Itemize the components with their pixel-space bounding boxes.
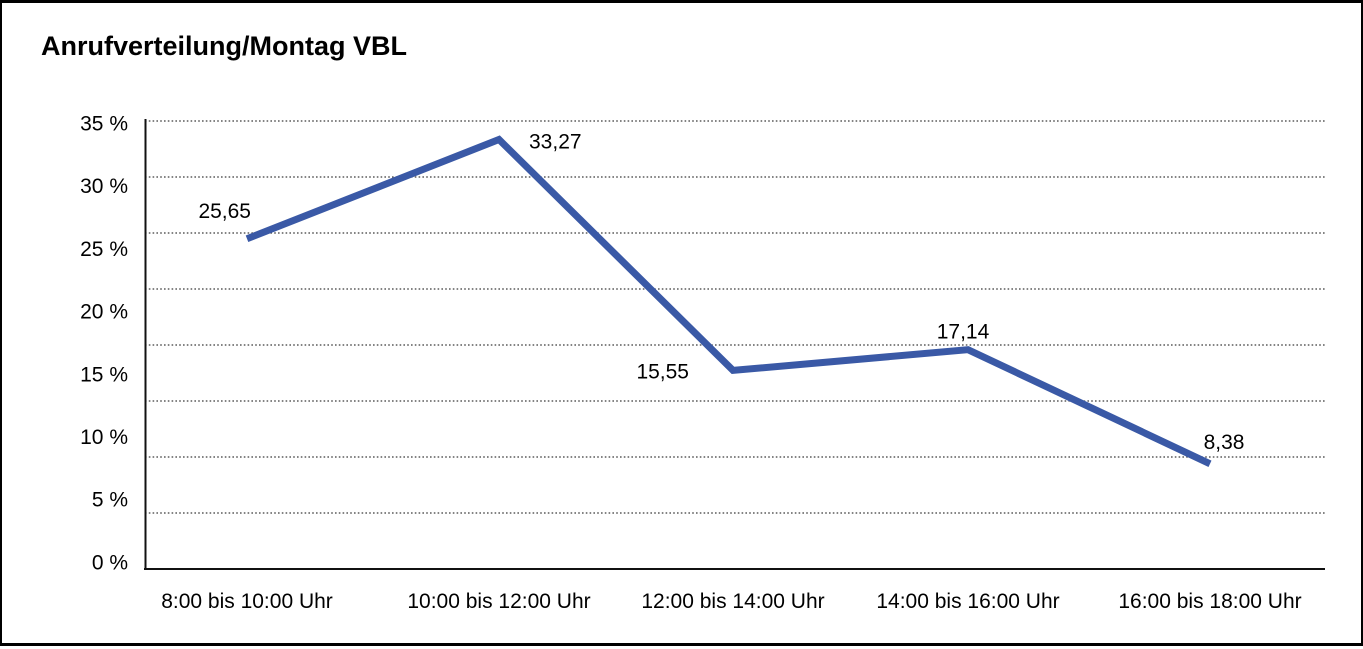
data-label: 25,65 <box>198 200 251 223</box>
series-line <box>245 135 1212 467</box>
data-label: 33,27 <box>529 130 582 153</box>
data-label: 15,55 <box>636 360 689 383</box>
x-axis-tick-label: 12:00 bis 14:00 Uhr <box>641 590 824 613</box>
data-label: 17,14 <box>937 321 990 344</box>
y-axis-tick-label: 25 % <box>80 238 128 261</box>
y-axis-tick-label: 35 % <box>80 112 128 135</box>
y-axis-tick-label: 0 % <box>92 551 128 574</box>
y-axis-tick-label: 15 % <box>80 363 128 386</box>
chart-svg: 25,65 33,27 15,55 17,14 8,38 35 % 30 % 25 % 20 %… <box>80 112 1325 613</box>
data-label: 8,38 <box>1204 431 1245 454</box>
x-axis-tick-label: 16:00 bis 18:00 Uhr <box>1118 590 1301 613</box>
y-axis-tick-label: 5 % <box>92 489 128 512</box>
y-axis-tick-label: 20 % <box>80 301 128 324</box>
x-axis-tick-label: 8:00 bis 10:00 Uhr <box>161 590 333 613</box>
x-axis-tick-label: 10:00 bis 12:00 Uhr <box>407 590 590 613</box>
y-axis-tick-label: 10 % <box>80 426 128 449</box>
chart-title: Anrufverteilung/Montag VBL <box>41 31 407 61</box>
y-axis-tick-label: 30 % <box>80 175 128 198</box>
x-axis-tick-label: 14:00 bis 16:00 Uhr <box>876 590 1059 613</box>
